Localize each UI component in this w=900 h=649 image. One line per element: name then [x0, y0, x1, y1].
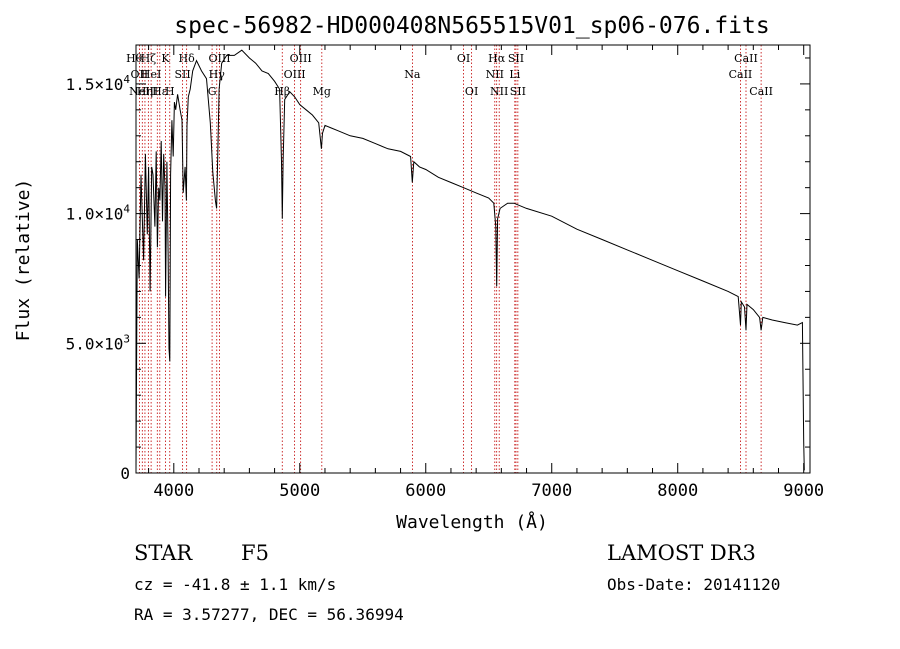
line-marker-label: G — [208, 85, 217, 98]
y-tick-label: 5.0×103 — [66, 332, 130, 353]
line-marker-label: Hγ — [209, 68, 226, 81]
redshift-cz: cz = -41.8 ± 1.1 km/s — [134, 575, 337, 594]
survey-name: LAMOST DR3 — [607, 541, 756, 565]
y-tick-label: 1.0×104 — [66, 203, 131, 224]
line-marker-label: SII — [508, 52, 524, 65]
line-marker-label: K — [161, 52, 170, 65]
line-marker-label: Li — [509, 68, 520, 81]
y-tick-label: 1.5×104 — [66, 73, 131, 94]
line-marker-label: Hζ — [141, 52, 157, 65]
line-marker-label: OIII — [284, 68, 306, 81]
plot-frame — [135, 44, 811, 474]
y-axis-label: Flux (relative) — [13, 179, 34, 342]
x-tick-label: 7000 — [531, 481, 572, 501]
line-marker-label: OII — [131, 68, 149, 81]
x-tick-label: 4000 — [153, 481, 194, 501]
x-tick-label: 8000 — [657, 481, 698, 501]
line-marker-label: Hε — [152, 85, 168, 98]
line-marker-label: CaII — [749, 85, 773, 98]
line-marker-label: CaII — [729, 68, 753, 81]
object-class: STAR — [134, 541, 193, 565]
line-marker-label: HeI — [141, 68, 161, 81]
line-marker-label: Na — [404, 68, 421, 81]
x-tick-label: 6000 — [405, 481, 446, 501]
line-marker-label: Mg — [313, 85, 331, 98]
line-marker-label: Hθ — [126, 52, 143, 65]
line-marker-label: OIII — [290, 52, 312, 65]
line-marker-label: Hδ — [179, 52, 196, 65]
line-marker-label: SII — [510, 85, 526, 98]
y-tick-label: 0 — [120, 464, 130, 483]
line-marker-label: OIII — [208, 52, 230, 65]
x-tick-label: 9000 — [783, 481, 824, 501]
line-marker-label: Hη — [137, 85, 153, 98]
chart-title: spec-56982-HD000408N565515V01_sp06-076.f… — [174, 13, 769, 39]
axis-layer: 4000 5000 6000 7000 8000 9000 0 5.0×103 1.0×104 1… — [66, 45, 824, 501]
line-marker-label: NII — [490, 85, 508, 98]
line-marker-label: OI — [465, 85, 478, 98]
line-marker-label: CaII — [734, 52, 758, 65]
line-marker-label: Hα — [488, 52, 506, 65]
coordinates: RA = 3.57277, DEC = 56.36994 — [134, 605, 404, 624]
line-marker-layer — [139, 45, 762, 473]
line-marker-label: Hβ — [274, 85, 290, 98]
spectral-subclass: F5 — [241, 541, 269, 565]
line-marker-label: NII — [486, 68, 504, 81]
x-tick-label: 5000 — [279, 481, 320, 501]
line-marker-label: OI — [457, 52, 470, 65]
observation-date: Obs-Date: 20141120 — [607, 575, 781, 594]
line-marker-label: NeIII — [129, 85, 158, 98]
line-marker-label: H — [165, 85, 175, 98]
spectrum-line — [135, 49, 805, 471]
x-axis-label: Wavelength (Å) — [396, 511, 548, 533]
line-marker-label: SII — [174, 68, 190, 81]
